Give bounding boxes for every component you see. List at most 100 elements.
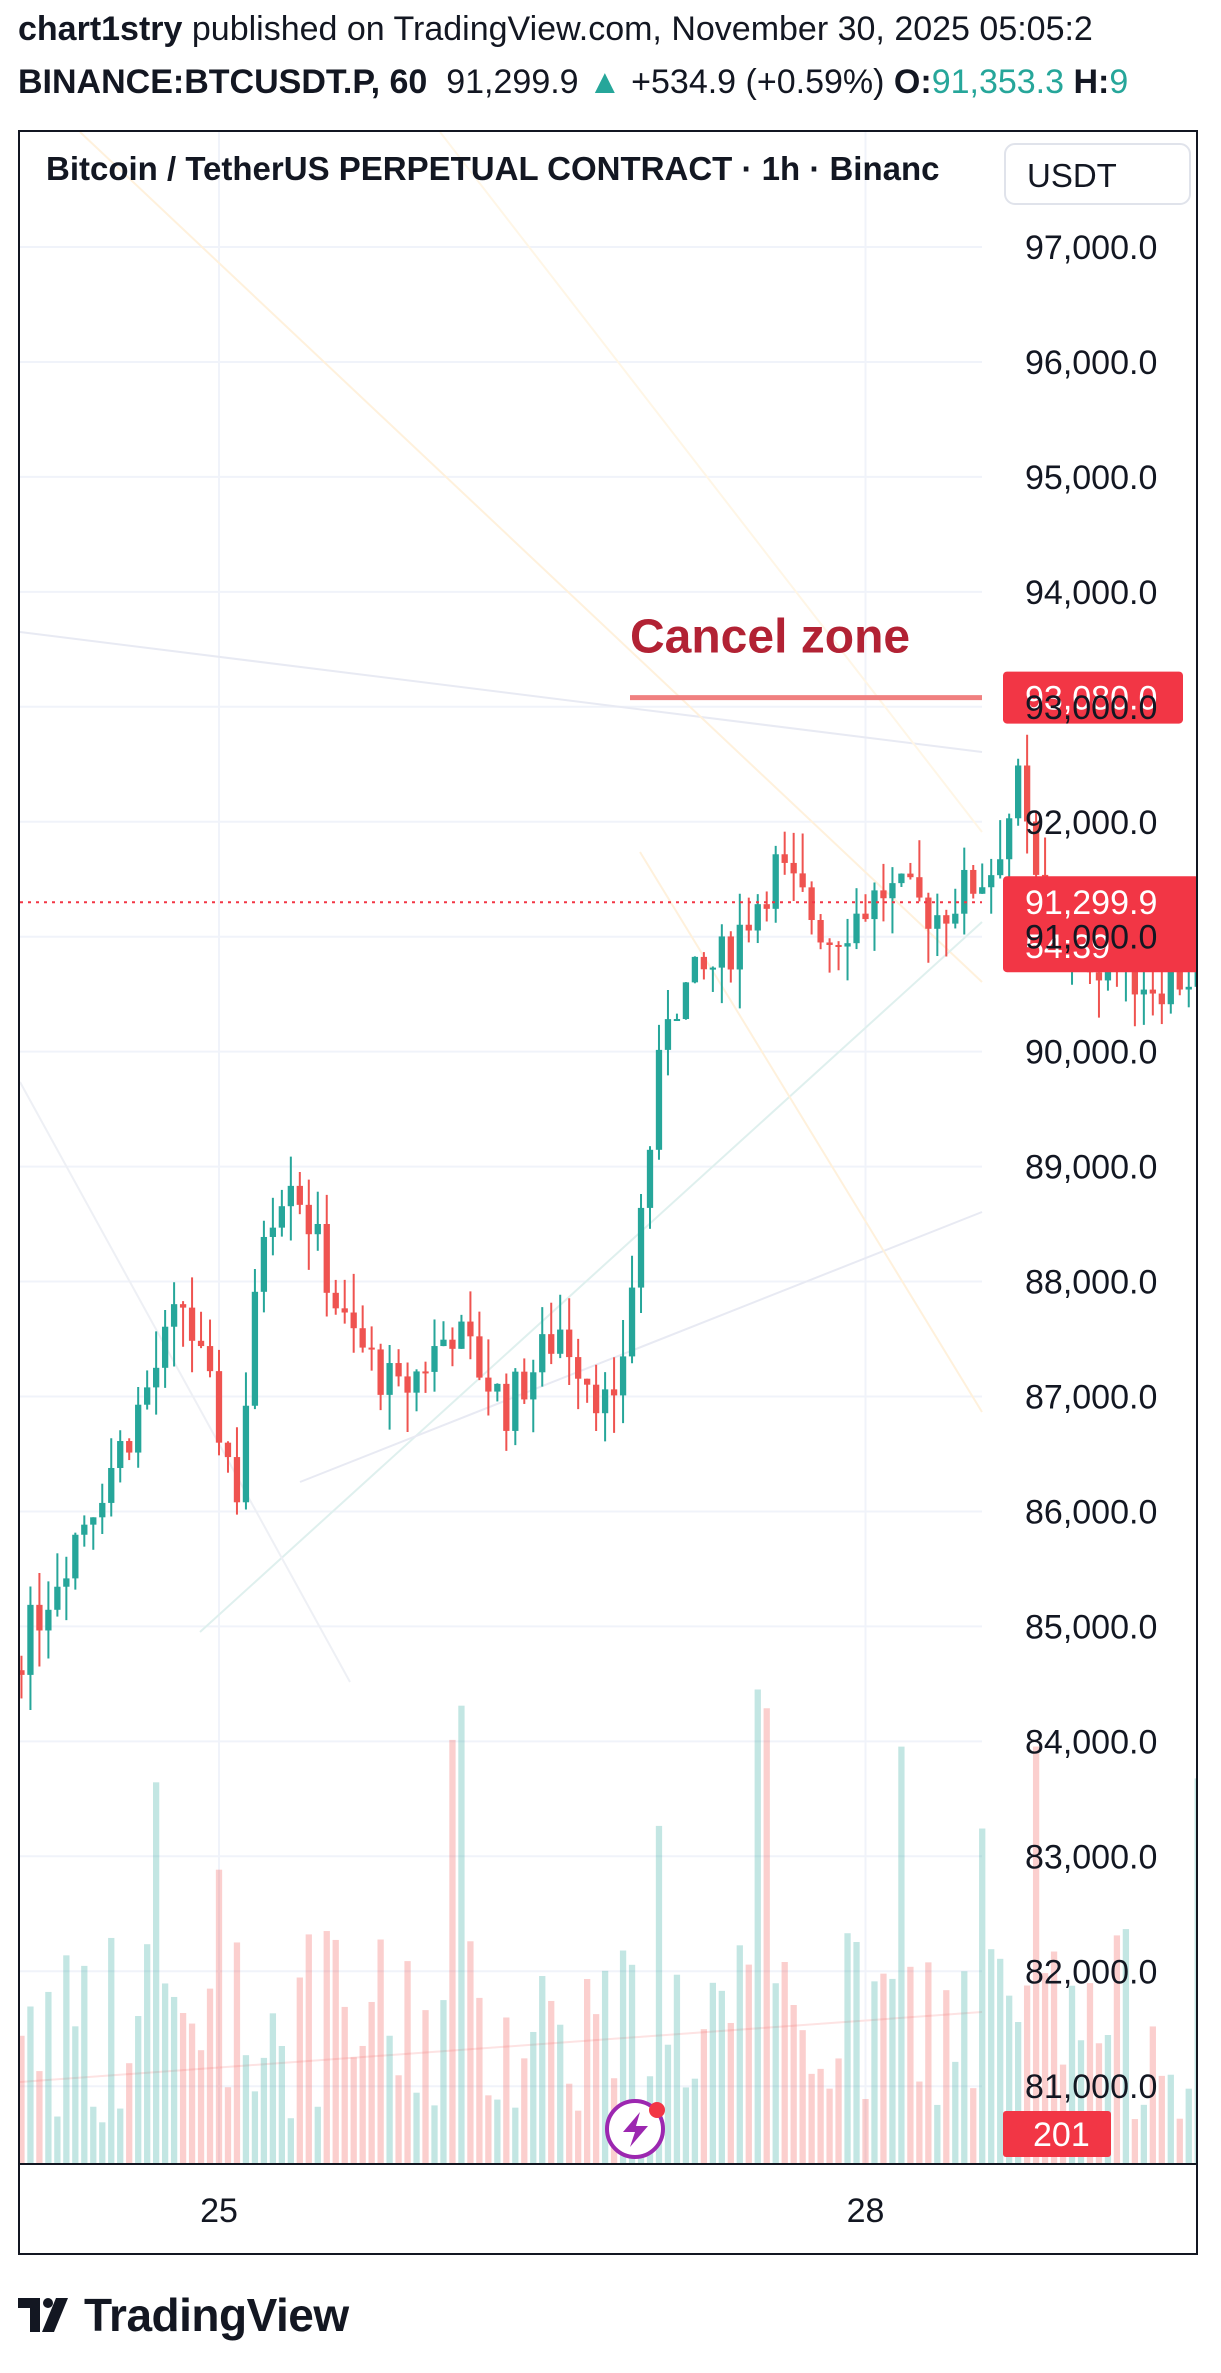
candle-body	[368, 1347, 375, 1350]
volume-bar	[287, 2118, 294, 2164]
candle-body	[673, 1019, 681, 1022]
candle-body	[251, 1291, 259, 1406]
candle-body	[655, 1049, 663, 1150]
volume-bar	[961, 1971, 968, 2164]
currency-button-label[interactable]: USDT	[1027, 157, 1117, 194]
drawing-line	[439, 132, 983, 833]
volume-bar	[368, 2001, 375, 2164]
candle-body	[1015, 765, 1022, 819]
volume-bar	[871, 1981, 878, 2164]
candle-body	[422, 1371, 429, 1374]
y-tick-label: 96,000.0	[1025, 344, 1157, 382]
candle-body	[503, 1383, 510, 1431]
volume-bar	[251, 2091, 259, 2164]
volume-bar	[215, 1869, 223, 2164]
candle-body	[27, 1604, 34, 1675]
volume-bar	[548, 2000, 555, 2164]
volume-bar	[161, 1983, 169, 2164]
candle-body	[1185, 986, 1192, 990]
volume-bar	[754, 1689, 761, 2164]
volume-bar	[601, 1970, 609, 2164]
y-tick-label: 82,000.0	[1025, 1953, 1157, 1991]
volume-bar	[449, 1739, 456, 2164]
chart-frame[interactable]: Cancel zone Bitcoin / TetherUS PERPETUAL …	[18, 130, 1198, 2255]
candle-body	[144, 1387, 151, 1405]
volume-bar	[90, 2106, 97, 2164]
volume-bar	[628, 1964, 636, 2164]
candle-body	[269, 1227, 277, 1237]
volume-bar	[323, 1931, 330, 2164]
lightning-icon[interactable]	[605, 2099, 665, 2159]
volume-bar	[260, 2057, 268, 2164]
drawing-line	[639, 851, 983, 1413]
volume-bar	[1077, 2040, 1085, 2164]
volume-bar	[826, 2088, 833, 2164]
candle-body	[20, 1670, 25, 1675]
candle-body	[1158, 993, 1165, 1005]
candle-body	[530, 1372, 537, 1400]
volume-bar	[395, 2075, 402, 2164]
candle-body	[754, 904, 761, 931]
candle-body	[404, 1376, 411, 1393]
volume-bar	[1023, 1985, 1031, 2164]
candle-body	[341, 1308, 348, 1313]
candle-body	[1023, 765, 1031, 822]
candle-body	[1167, 969, 1174, 1005]
candle-body	[81, 1524, 88, 1535]
candle-body	[691, 956, 699, 983]
volume-bar	[1095, 2043, 1103, 2164]
tradingview-footer[interactable]: TradingView	[18, 2285, 349, 2345]
y-tick-label: 84,000.0	[1025, 1723, 1157, 1761]
tradingview-logo-icon	[18, 2298, 68, 2332]
volume-bar	[377, 1939, 384, 2164]
candle-body	[54, 1586, 61, 1610]
price-chart[interactable]: Cancel zone Bitcoin / TetherUS PERPETUAL …	[20, 132, 1196, 2253]
volume-bar	[179, 2013, 187, 2164]
y-tick-label: 81,000.0	[1025, 2068, 1157, 2106]
y-tick-label: 92,000.0	[1025, 804, 1157, 842]
candle-body	[619, 1356, 627, 1396]
candle-body	[988, 875, 995, 888]
drawing-line	[20, 1081, 351, 1683]
drawing-line	[20, 2011, 983, 2083]
publish-header: chart1stry published on TradingView.com,…	[18, 10, 1218, 49]
volume-bar	[386, 2035, 393, 2164]
volume-bar	[880, 1973, 887, 2164]
volume-bar	[503, 2017, 510, 2164]
lightning-bolt-icon[interactable]	[623, 2112, 648, 2147]
candle-body	[278, 1206, 285, 1228]
drawing-line	[79, 132, 983, 983]
volume-bar	[54, 2116, 61, 2164]
volume-bar	[1131, 2119, 1139, 2164]
volume-bar	[934, 2104, 941, 2164]
volume-bar	[691, 2078, 699, 2164]
candle-body	[188, 1307, 196, 1341]
cancel-zone-label: Cancel zone	[630, 611, 910, 664]
candle-body	[108, 1467, 115, 1503]
candle-body	[1176, 969, 1183, 990]
published-text: published on TradingView.com, November 3…	[191, 10, 1093, 48]
volume-bar	[188, 2023, 196, 2164]
symbol-label[interactable]: BINANCE:BTCUSDT.P, 60	[18, 63, 428, 101]
open-label: O:	[893, 63, 932, 101]
volume-bar	[952, 2061, 959, 2164]
volume-bar	[907, 1966, 914, 2164]
candle-body	[637, 1207, 645, 1288]
candle-body	[745, 924, 752, 931]
candle-body	[907, 873, 914, 878]
volume-bar	[278, 2045, 285, 2164]
author-name[interactable]: chart1stry	[18, 10, 183, 48]
candle-body	[323, 1223, 330, 1293]
volume-bar	[467, 1941, 474, 2164]
currency-button[interactable]	[1004, 143, 1191, 205]
candle-body	[548, 1334, 555, 1354]
candle-body	[826, 942, 833, 945]
candle-body	[215, 1371, 223, 1443]
candle-body	[628, 1287, 636, 1357]
candle-body	[224, 1442, 232, 1458]
volume-bar	[862, 2099, 869, 2164]
volume-bar	[835, 2058, 842, 2164]
candle-body	[126, 1441, 133, 1453]
candle-body	[601, 1389, 609, 1414]
y-tick-label: 91,000.0	[1025, 919, 1157, 957]
